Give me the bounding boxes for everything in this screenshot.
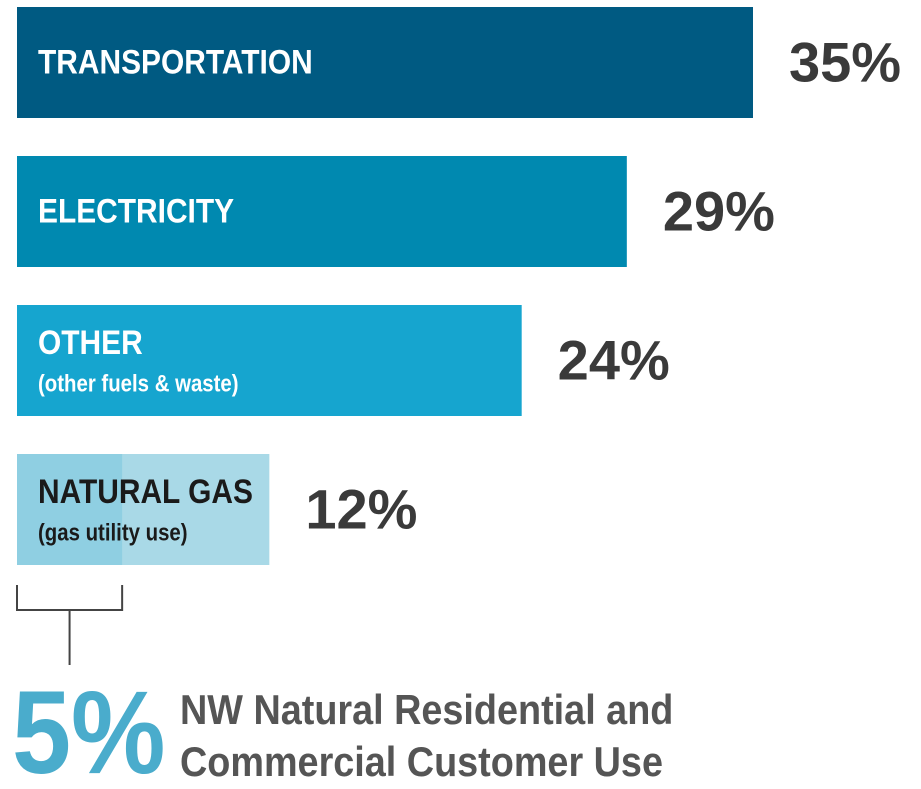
value-label: 29% [663,179,775,242]
bar [17,156,627,267]
category-label: NATURAL GAS [38,472,253,510]
value-label: 12% [305,477,417,540]
bar-segment [17,454,123,565]
value-label: 24% [558,328,670,391]
category-sublabel: (gas utility use) [38,519,188,546]
bracket [16,585,124,611]
annotation-text: NW Natural Residential and [180,687,673,733]
value-label: 35% [789,30,901,93]
bar [17,305,522,416]
category-sublabel: (other fuels & waste) [38,370,239,397]
annotation-value: 5% [12,666,165,789]
category-label: OTHER [38,323,143,361]
category-label: TRANSPORTATION [38,43,313,81]
category-label: ELECTRICITY [38,192,234,230]
bar [17,7,753,118]
annotation-text: Commercial Customer Use [180,739,663,785]
